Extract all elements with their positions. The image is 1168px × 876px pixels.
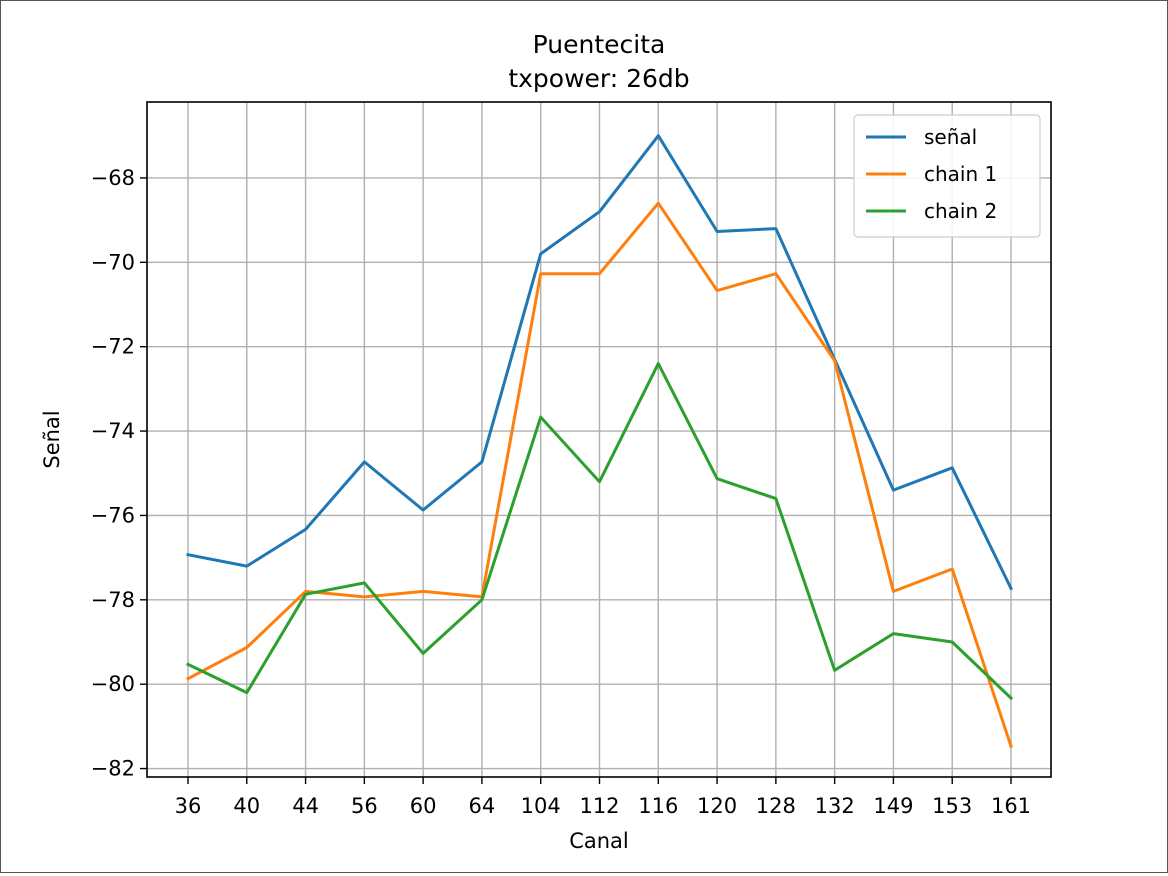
legend-box bbox=[853, 114, 1041, 238]
x-tick-label: 40 bbox=[233, 794, 260, 818]
x-tick-label: 120 bbox=[697, 794, 737, 818]
series-line-señal bbox=[186, 134, 1014, 591]
x-tick-label: 153 bbox=[932, 794, 972, 818]
axis-ticks: 36 40 44 56 60 64 104 112 116 120 128 132 149 153 161 −… bbox=[91, 166, 1031, 818]
x-tick-label: 60 bbox=[410, 794, 437, 818]
x-tick-label: 56 bbox=[351, 794, 378, 818]
x-tick-label: 132 bbox=[815, 794, 855, 818]
x-tick-label: 128 bbox=[756, 794, 796, 818]
y-tick-label: −82 bbox=[91, 757, 135, 781]
y-tick-label: −74 bbox=[91, 419, 135, 443]
x-axis-label: Canal bbox=[569, 829, 629, 853]
x-tick-label: 44 bbox=[292, 794, 319, 818]
y-axis-label: Señal bbox=[40, 410, 64, 468]
y-tick-label: −72 bbox=[91, 335, 135, 359]
series-line-chain-2 bbox=[185, 362, 1014, 701]
series-line-chain-1 bbox=[185, 201, 1013, 749]
y-tick-label: −78 bbox=[91, 588, 135, 612]
x-tick-label: 36 bbox=[175, 794, 202, 818]
y-tick-label: −68 bbox=[91, 166, 135, 190]
series-lines bbox=[185, 134, 1014, 749]
chart-title: Puentecita bbox=[533, 30, 666, 59]
x-tick-label: 149 bbox=[873, 794, 913, 818]
y-tick-label: −76 bbox=[91, 503, 135, 527]
x-tick-label: 64 bbox=[469, 794, 496, 818]
x-tick-label: 116 bbox=[638, 794, 678, 818]
chart-subtitle: txpower: 26db bbox=[508, 64, 689, 93]
y-tick-label: −70 bbox=[91, 250, 135, 274]
legend-label: chain 1 bbox=[924, 162, 997, 186]
legend-label: chain 2 bbox=[924, 199, 997, 223]
legend: señal chain 1 chain 2 bbox=[853, 114, 1041, 238]
x-tick-label: 112 bbox=[579, 794, 619, 818]
x-tick-label: 161 bbox=[991, 794, 1031, 818]
y-tick-label: −80 bbox=[91, 672, 135, 696]
legend-label: señal bbox=[924, 125, 977, 149]
x-tick-label: 104 bbox=[521, 794, 561, 818]
